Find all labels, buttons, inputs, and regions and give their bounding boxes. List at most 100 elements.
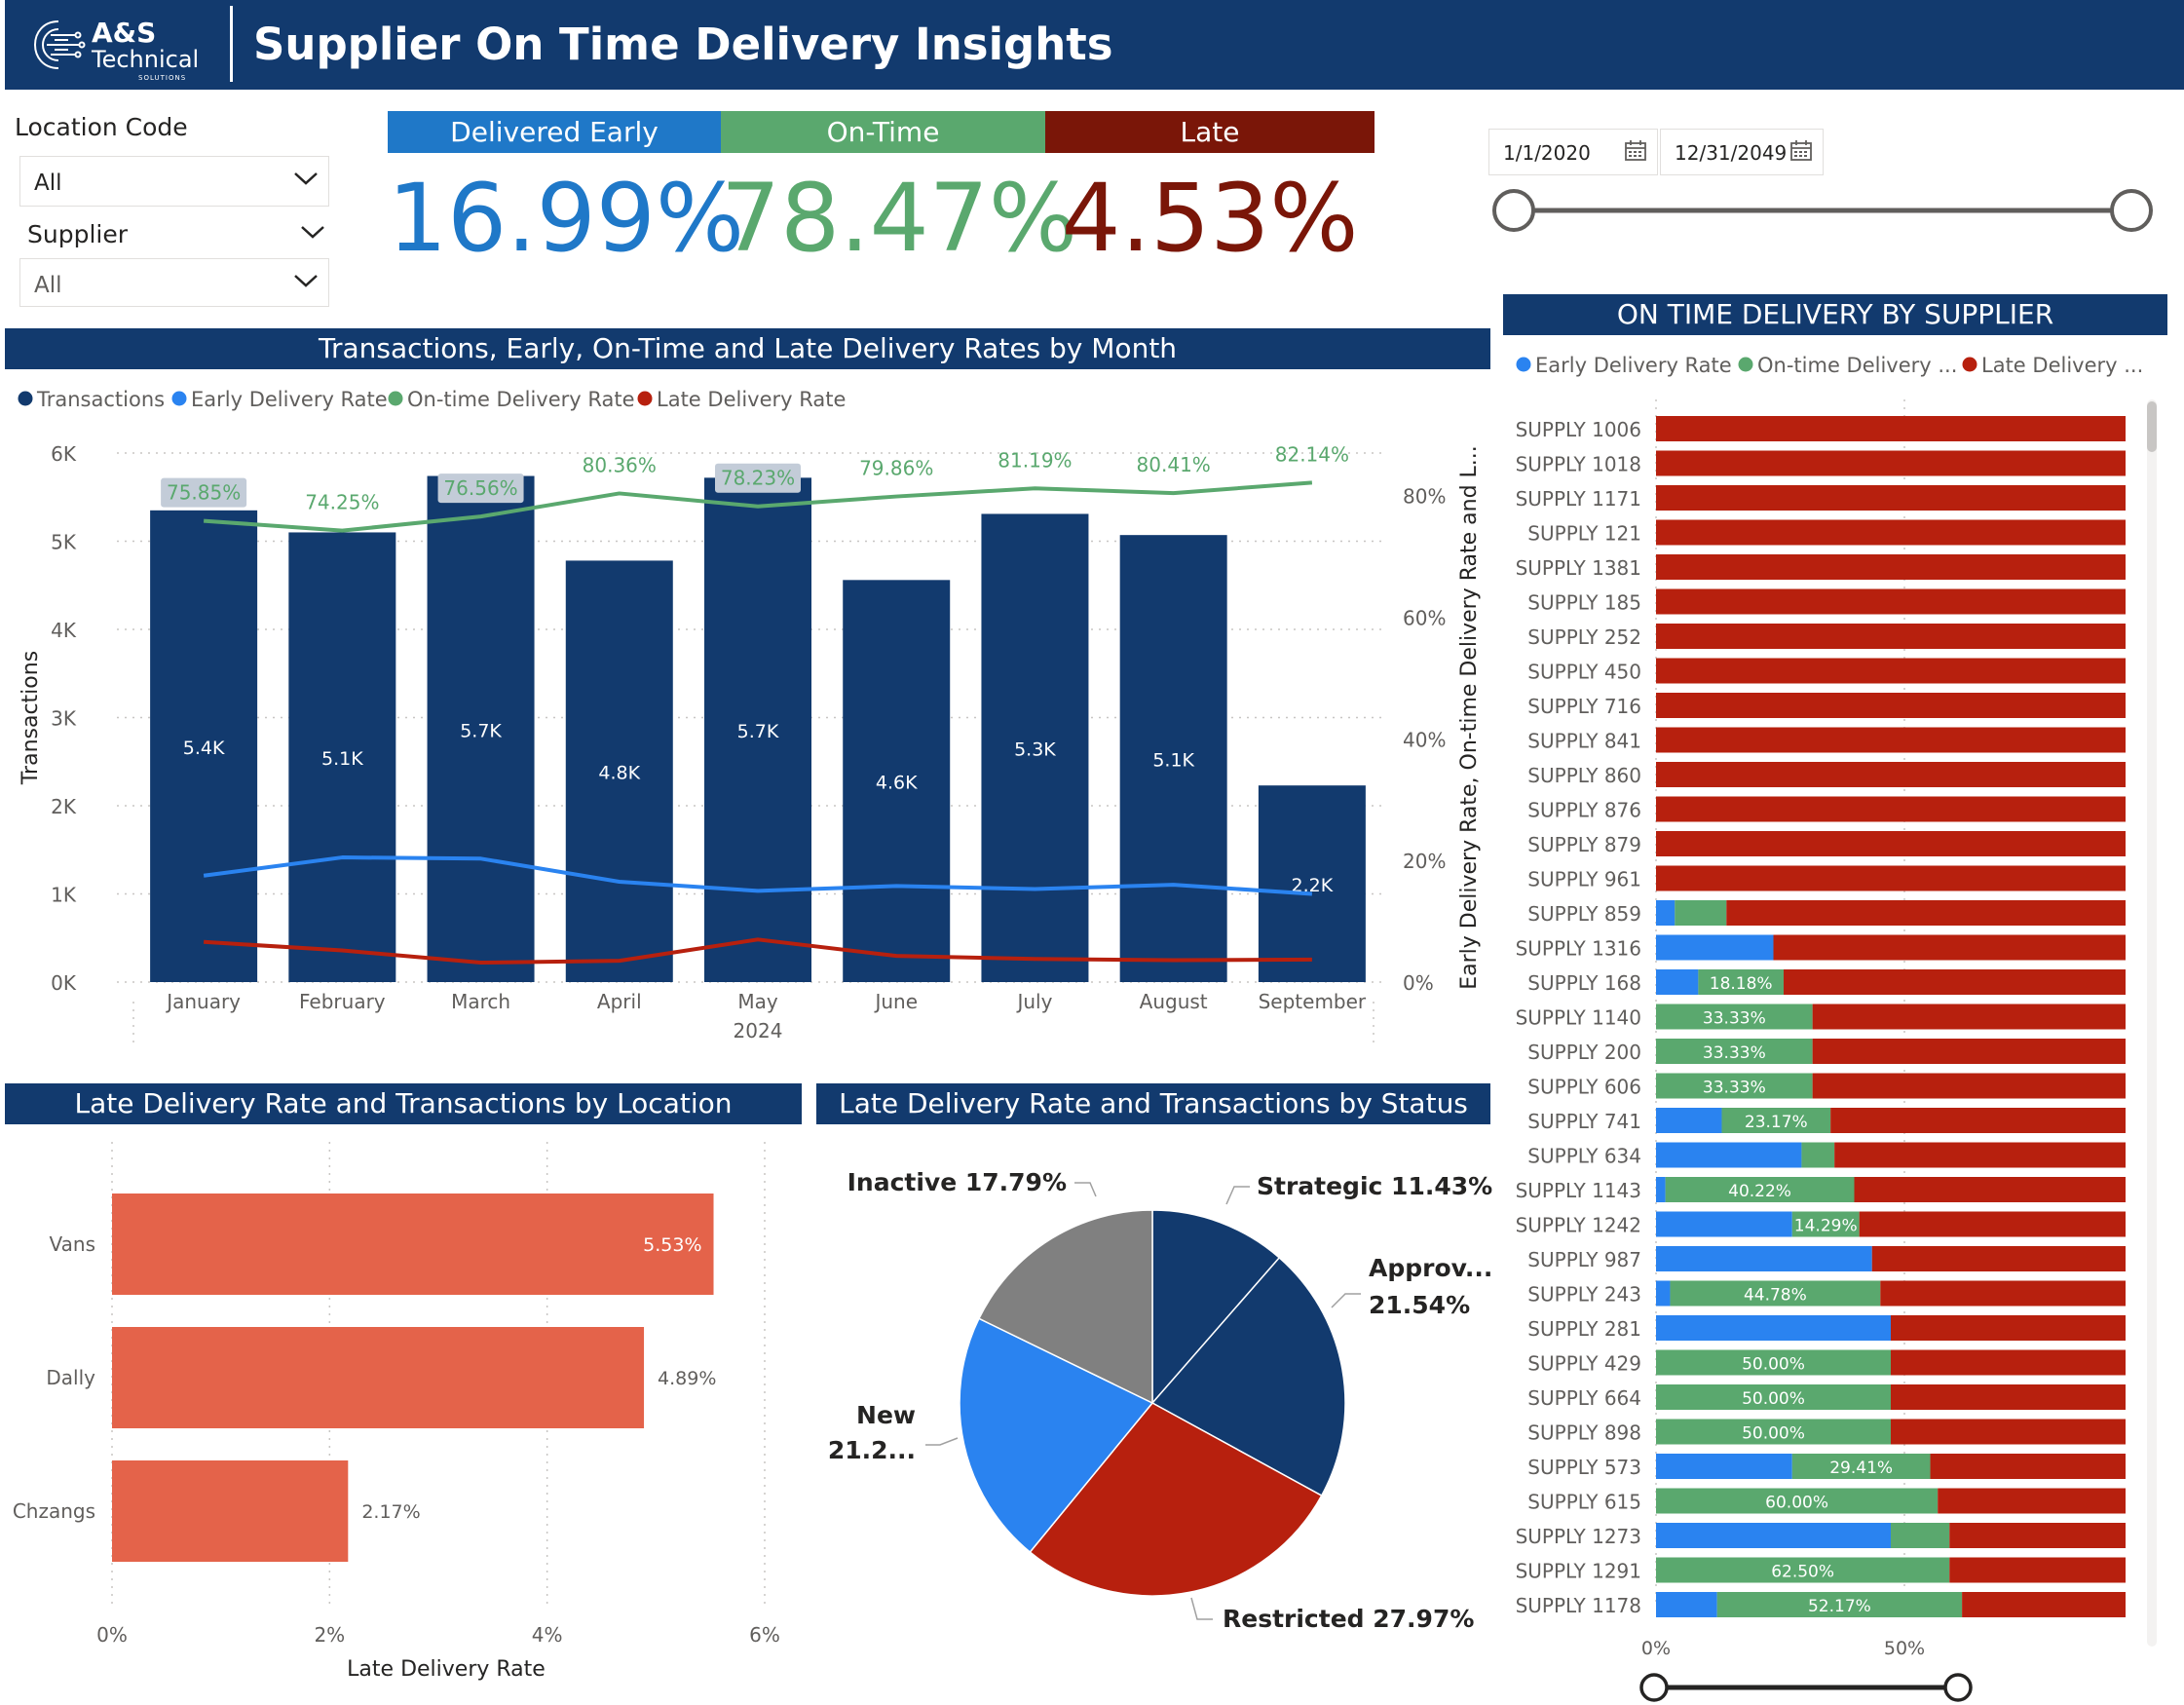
zoom-slider-start-handle[interactable] (1639, 1673, 1669, 1702)
supplier-bar-ontime (1656, 1004, 1813, 1030)
bar-data-label: 2.2K (1292, 875, 1334, 896)
ontime-data-label: 79.86% (859, 457, 933, 480)
supplier-bar-late (1834, 1142, 2126, 1168)
y-axis-title: Transactions (19, 651, 43, 785)
supplier-label: SUPPLY 1381 (1516, 556, 1641, 580)
y-tick-label: 3K (51, 707, 77, 731)
header-bar (5, 0, 2184, 90)
location-bar (112, 1194, 714, 1295)
calendar-icon[interactable] (1789, 139, 1813, 163)
bar-data-label: 5.53% (643, 1234, 701, 1256)
y-tick-label: Dally (46, 1366, 95, 1389)
supplier-label: SUPPLY 879 (1527, 833, 1641, 856)
logo-small-text: SOLUTIONS (138, 74, 187, 82)
calendar-icon[interactable] (1624, 139, 1647, 163)
legend-marker-2 (1962, 357, 1977, 372)
company-logo: A&S Technical SOLUTIONS (29, 14, 224, 82)
supplier-data-label: 60.00% (1765, 1494, 1828, 1513)
supplier-bar-late (1656, 658, 2126, 684)
supplier-label: SUPPLY 185 (1527, 591, 1641, 615)
y-tick-label: 1K (51, 884, 77, 907)
bar-data-label: 5.4K (183, 738, 225, 759)
supplier-bar-ontime (1791, 1211, 1860, 1237)
transaction-bar (1258, 785, 1366, 982)
x-tick-label: 2% (314, 1623, 345, 1647)
location-code-dropdown[interactable]: All (19, 156, 329, 207)
date-slider-end-handle[interactable] (2110, 189, 2153, 232)
supplier-bar-late (1656, 796, 2126, 822)
supplier-bar-early (1656, 1315, 1891, 1341)
x-tick-label: August (1140, 990, 1208, 1013)
transaction-bar (288, 532, 396, 982)
supplier-bar-early (1656, 1177, 1666, 1202)
y-tick-label: 0K (51, 971, 77, 995)
date-range-slider[interactable] (1487, 187, 2159, 238)
supplier-label: SUPPLY 1291 (1516, 1560, 1641, 1583)
supplier-bar-late (1930, 1454, 2126, 1479)
page-title: Supplier On Time Delivery Insights (253, 19, 1113, 70)
logo-main-text: A&S (92, 17, 157, 49)
legend-label: Late Delivery Rate (657, 388, 846, 411)
kpi-late-header: Late (1045, 111, 1374, 153)
bar-data-label: 2.17% (361, 1501, 420, 1523)
supplier-bar-late (1656, 624, 2126, 649)
x-tick-label: September (1259, 990, 1367, 1013)
series-line-3 (203, 937, 1312, 966)
x-axis-title: Late Delivery Rate (347, 1657, 546, 1682)
supplier-label: SUPPLY 168 (1527, 971, 1641, 995)
ontime-data-label: 76.56% (443, 476, 517, 500)
kpi-ontime-header: On-Time (721, 111, 1045, 153)
supplier-dropdown[interactable]: All (19, 258, 329, 307)
bar-data-label: 5.7K (737, 721, 779, 742)
leader-line (1074, 1182, 1097, 1197)
kpi-ontime-value: 78.47% (721, 164, 1078, 273)
status-chart-title: Late Delivery Rate and Transactions by S… (816, 1083, 1490, 1124)
start-date-input[interactable]: 1/1/2020 (1488, 129, 1658, 175)
supplier-chart-title: ON TIME DELIVERY BY SUPPLIER (1503, 294, 2167, 335)
supplier-bar-late (1656, 831, 2126, 856)
x-tick-label: 50% (1884, 1638, 1925, 1659)
supplier-collapse-chevron-icon[interactable] (300, 222, 325, 242)
x-tick-label: January (165, 990, 241, 1013)
supplier-data-label: 29.41% (1829, 1459, 1893, 1478)
supplier-label: SUPPLY 615 (1527, 1491, 1641, 1514)
vertical-scrollbar-track (2147, 399, 2157, 1647)
status-pie-chart: Strategic 11.43% Approv... 21.54% Restricte… (828, 1168, 1493, 1633)
supplier-label: SUPPLY 606 (1527, 1076, 1641, 1099)
bar-data-label: 5.1K (1152, 750, 1194, 772)
series-line-2 (203, 480, 1313, 533)
location-bar (112, 1327, 645, 1428)
y2-axis-title: Early Delivery Rate, On-time Delivery Ra… (1457, 445, 1482, 990)
supplier-data-label: 52.17% (1808, 1597, 1871, 1616)
supplier-bar-ontime (1791, 1454, 1931, 1479)
supplier-label: SUPPLY 573 (1527, 1456, 1641, 1479)
vertical-scrollbar-thumb[interactable] (2147, 401, 2157, 452)
zoom-slider-end-handle[interactable] (1943, 1673, 1973, 1702)
ontime-data-label: 78.23% (721, 467, 795, 490)
supplier-bar-late (1656, 727, 2126, 753)
supplier-bar-ontime (1656, 1073, 1813, 1099)
supplier-bar-late (1784, 969, 2126, 995)
monthly-delivery-chart: Transactions Early Delivery Rate On-time D… (18, 388, 1482, 1047)
bar-data-label: 4.6K (876, 773, 918, 794)
legend-label: On-time Delivery Rate (407, 388, 635, 411)
supplier-bar-early (1656, 934, 1774, 961)
pie-slice-restricted (1029, 1402, 1323, 1597)
kpi-early-value: 16.99% (388, 164, 745, 273)
supplier-data-label: 50.00% (1742, 1424, 1805, 1444)
x-tick-label: 6% (749, 1623, 780, 1647)
supplier-bar-late (1656, 762, 2126, 787)
supplier-label: SUPPLY 1140 (1516, 1006, 1641, 1030)
location-bar (112, 1460, 349, 1562)
supplier-bar-early (1656, 1211, 1792, 1237)
leader-line (1190, 1597, 1213, 1620)
legend-label: Early Delivery Rate (1535, 354, 1732, 377)
supplier-bar-ontime (1891, 1523, 1950, 1548)
date-slider-start-handle[interactable] (1492, 189, 1535, 232)
legend-marker-0 (18, 391, 33, 406)
bar-data-label: 5.7K (460, 720, 502, 741)
data-label-bg (161, 477, 247, 508)
legend-marker-0 (1516, 357, 1531, 372)
end-date-input[interactable]: 12/31/2049 (1660, 129, 1824, 175)
supplier-data-label: 44.78% (1744, 1286, 1807, 1306)
